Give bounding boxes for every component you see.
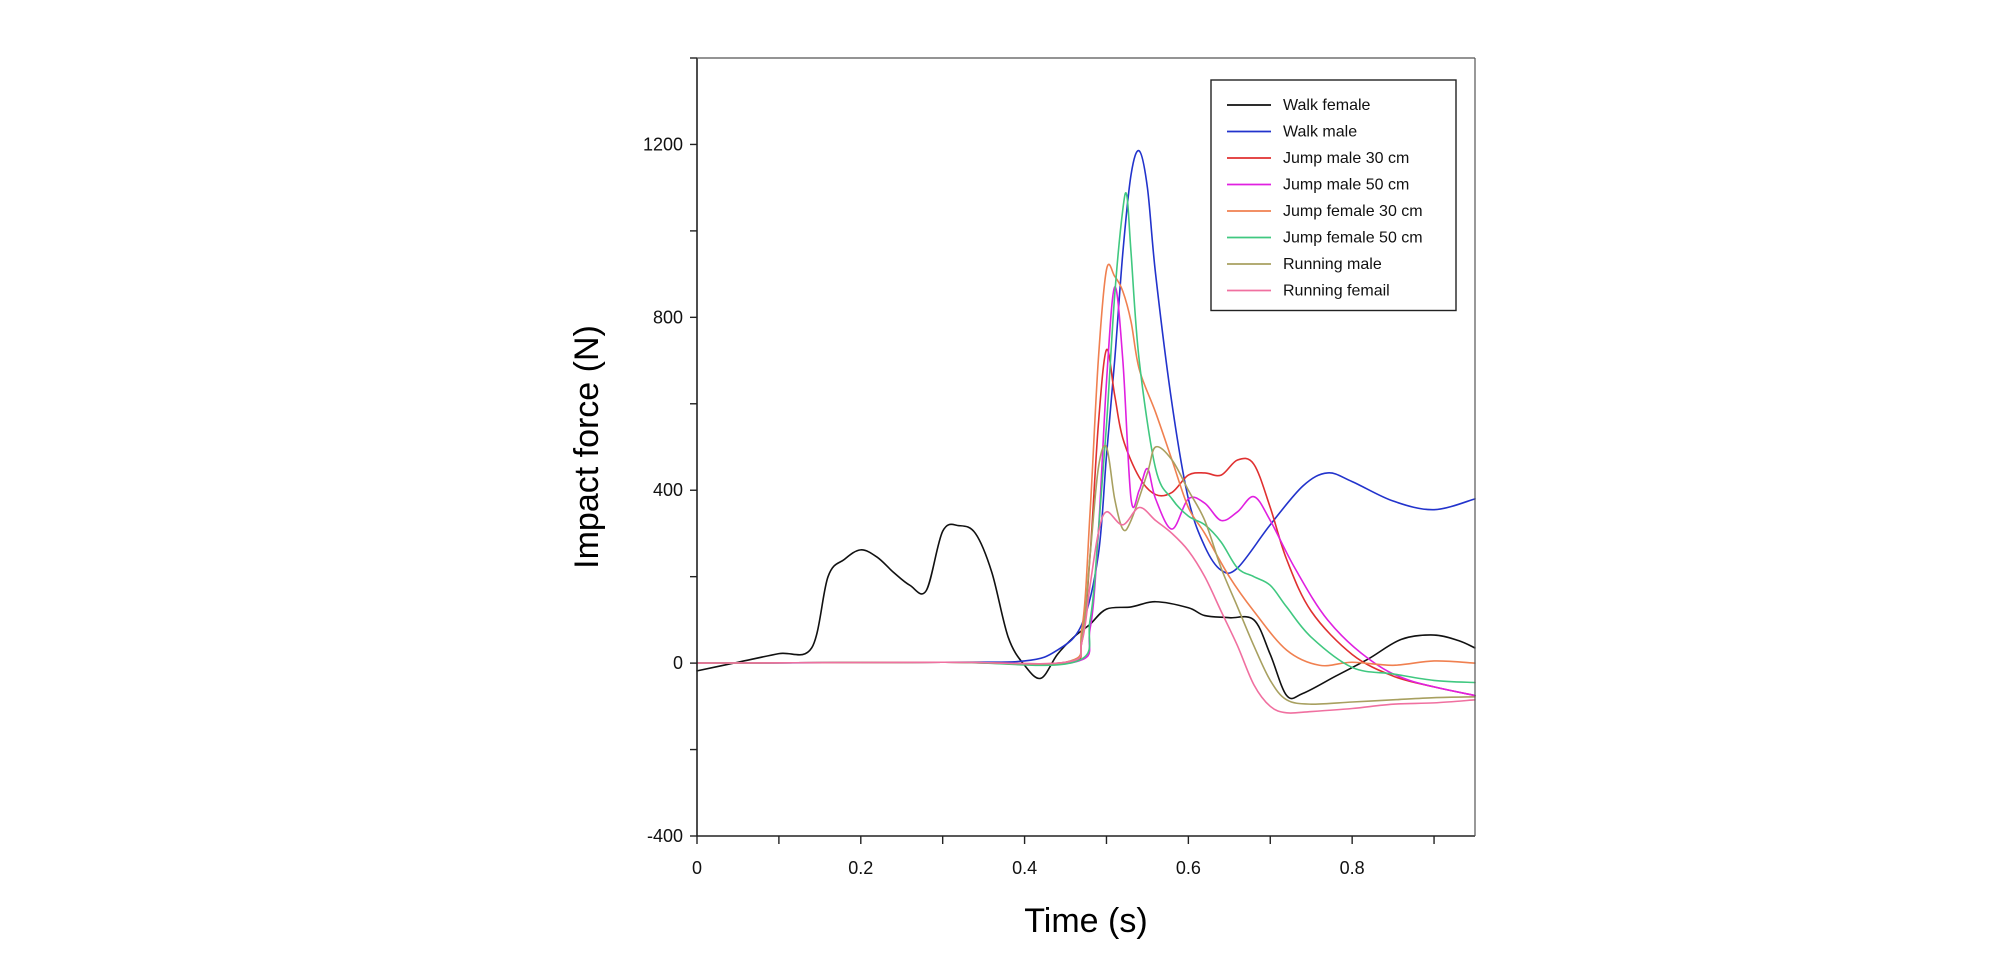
x-tick-label: 0.6 <box>1176 858 1201 878</box>
y-tick-label: 0 <box>673 653 683 673</box>
axes-layer: -400 0 400 800 1200 0 0.2 0.4 0.6 0.8 <box>643 57 1476 878</box>
series-line-running-male <box>696 444 1476 706</box>
legend-label: Running femail <box>1283 283 1390 300</box>
legend-label: Jump male 30 cm <box>1283 150 1409 167</box>
y-tick-label: -400 <box>647 826 683 846</box>
series-line-walk-male <box>696 149 1476 664</box>
legend-label: Walk female <box>1283 97 1371 114</box>
x-tick-label: 0.2 <box>848 858 873 878</box>
legend-label: Jump female 50 cm <box>1283 230 1423 247</box>
series-layer <box>696 149 1476 714</box>
y-tick-label: 1200 <box>643 134 683 154</box>
y-axis-label: Impact force (N) <box>568 325 606 569</box>
legend-label: Jump male 50 cm <box>1283 177 1409 194</box>
legend: Walk female Walk male Jump male 30 cm Jump … <box>1210 79 1457 312</box>
legend-label: Running male <box>1283 256 1382 273</box>
legend-label: Walk male <box>1283 124 1357 141</box>
series-line-walk-female <box>696 523 1476 700</box>
series-line-running-femail <box>696 506 1476 714</box>
x-axis-label: Time (s) <box>1024 902 1147 940</box>
y-tick-label: 800 <box>653 307 683 327</box>
legend-label: Jump female 30 cm <box>1283 203 1423 220</box>
legend-box <box>1210 79 1457 312</box>
y-tick-label: 400 <box>653 480 683 500</box>
series-line-jump-female-30-cm <box>696 263 1476 667</box>
series-line-jump-female-50-cm <box>696 192 1476 684</box>
x-tick-label: 0.4 <box>1012 858 1037 878</box>
x-tick-label: 0.8 <box>1340 858 1365 878</box>
x-tick-label: 0 <box>692 858 702 878</box>
